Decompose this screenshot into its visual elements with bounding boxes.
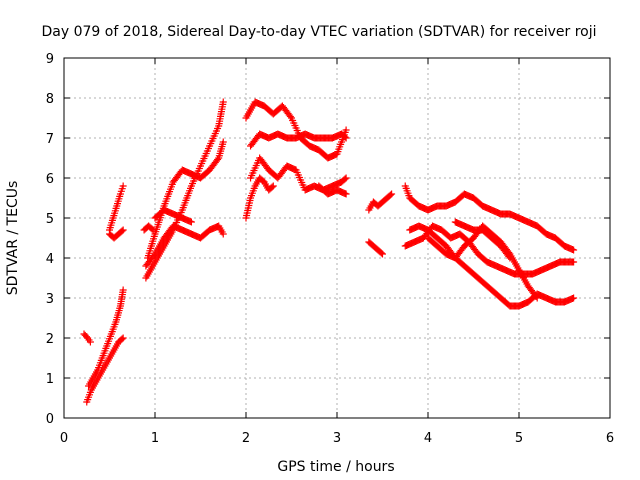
y-tick-label: 6 (46, 172, 54, 187)
y-tick-label: 7 (46, 132, 54, 147)
data-point (342, 174, 350, 182)
data-point (269, 182, 277, 190)
axis-ticks: 0 1 2 3 4 5 6 0 1 2 3 4 5 6 7 8 9 (46, 52, 614, 446)
y-tick-label: 4 (46, 252, 54, 267)
data-point (286, 113, 294, 120)
data-point (118, 335, 126, 343)
x-tick-label: 6 (606, 431, 614, 446)
data-point (119, 226, 127, 234)
data-point (219, 230, 227, 238)
data-point (532, 293, 540, 300)
data-point (342, 126, 350, 134)
y-tick-label: 5 (46, 212, 54, 227)
x-tick-label: 1 (151, 431, 159, 446)
x-tick-label: 0 (60, 431, 68, 446)
data-point (505, 253, 513, 260)
data-point (341, 175, 349, 183)
x-tick-label: 5 (515, 431, 523, 446)
x-axis-label: GPS time / hours (277, 459, 394, 475)
data-point (341, 133, 349, 141)
data-point (118, 227, 126, 235)
data-point (187, 218, 195, 226)
chart-title: Day 079 of 2018, Sidereal Day-to-day VTE… (41, 24, 596, 40)
data-point (219, 98, 227, 106)
data-point (342, 190, 350, 198)
data-point (570, 258, 578, 266)
data-point (214, 156, 222, 163)
data-point (379, 250, 386, 258)
data-point (386, 191, 394, 199)
data-point (570, 294, 578, 302)
y-tick-label: 1 (46, 372, 54, 387)
data-point (119, 182, 127, 190)
y-tick-label: 2 (46, 332, 54, 347)
y-tick-label: 8 (46, 92, 54, 107)
data-point (506, 254, 514, 262)
data-point (533, 294, 541, 302)
data-point (570, 246, 578, 254)
y-tick-label: 0 (46, 412, 54, 427)
data-point (388, 190, 396, 198)
data-point (119, 334, 127, 342)
data-point (219, 138, 227, 146)
data-point (119, 286, 127, 294)
x-tick-label: 3 (333, 431, 341, 446)
data-point (149, 226, 157, 234)
data-point (377, 249, 385, 257)
data-point (86, 338, 94, 346)
x-tick-label: 2 (242, 431, 250, 446)
data-point (342, 134, 350, 142)
y-tick-label: 3 (46, 292, 54, 307)
data-point (268, 183, 276, 191)
grid (64, 58, 610, 418)
data-point (148, 225, 156, 233)
y-tick-label: 9 (46, 52, 54, 67)
x-tick-label: 4 (424, 431, 432, 446)
y-axis-label: SDTVAR / TECUs (5, 181, 21, 296)
data-points (80, 98, 578, 406)
